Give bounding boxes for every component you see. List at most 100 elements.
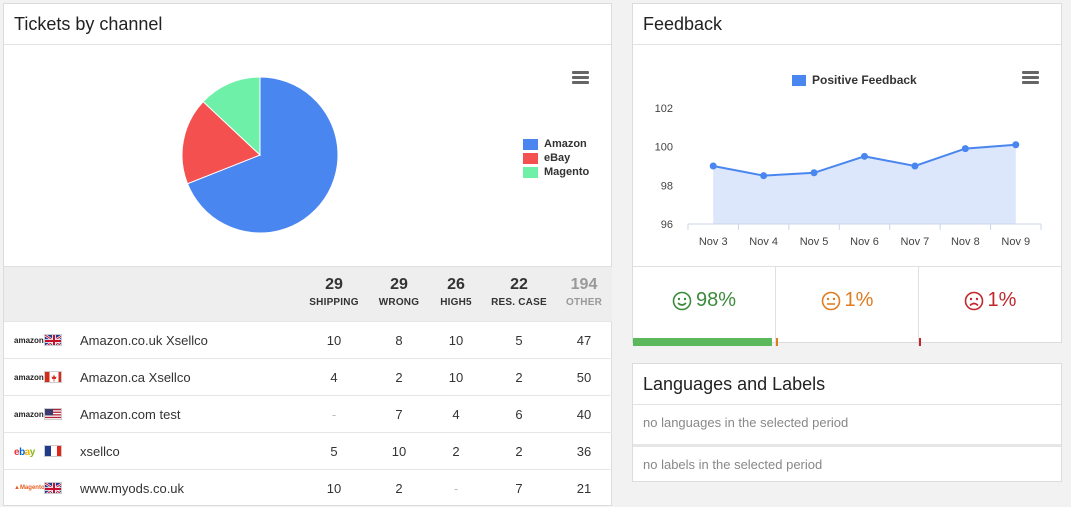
stat-value: 98% xyxy=(695,289,737,311)
stat-value: 1% xyxy=(987,289,1017,311)
data-point[interactable] xyxy=(1012,141,1020,149)
cell-value[interactable]: 4 xyxy=(330,370,338,385)
table-header: 29 SHIPPING 29 WRONG 26 HIGH5 22 RES. CASE 1… xyxy=(4,266,612,321)
table-row[interactable]: amazon Amazon.co.uk Xsellco 10 8 10 5 47 xyxy=(4,321,612,358)
table-row[interactable]: amazon Amazon.com test - 7 4 6 40 xyxy=(4,395,612,432)
cell-value[interactable]: 50 xyxy=(576,370,592,385)
smile-icon xyxy=(672,291,692,310)
cell-value[interactable]: 10 xyxy=(326,333,342,348)
menu-icon[interactable] xyxy=(1022,71,1039,84)
channel-name[interactable]: www.myods.co.uk xyxy=(80,481,185,496)
cell-value[interactable]: 4 xyxy=(452,407,460,422)
cell-value[interactable]: - xyxy=(453,481,459,496)
data-point[interactable] xyxy=(709,162,717,170)
cell-value[interactable]: 10 xyxy=(391,444,407,459)
stat-neutral: 1% xyxy=(775,266,918,346)
table-row[interactable]: amazon Amazon.ca Xsellco 4 2 10 2 50 xyxy=(4,358,612,395)
y-tick-label: 102 xyxy=(655,103,673,115)
cell-value[interactable]: 2 xyxy=(395,481,403,496)
col-high5[interactable]: 26 HIGH5 xyxy=(440,276,472,308)
frown-icon xyxy=(964,291,983,310)
panel-title: Feedback xyxy=(633,4,1061,45)
feedback-panel: Feedback Positive Feedback 96 98 100 102 Nov… xyxy=(632,3,1062,346)
panel-title: Tickets by channel xyxy=(4,4,611,45)
channel-name[interactable]: xsellco xyxy=(80,444,120,459)
stat-positive: 98% xyxy=(633,266,775,346)
data-point[interactable] xyxy=(861,152,868,160)
x-tick-label: Nov 5 xyxy=(800,236,829,248)
feedback-line-chart: 96 98 100 102 Nov 3 Nov 4 Nov 5 Nov 6 Nov 7 Nov 8… xyxy=(655,103,1042,248)
languages-empty-message: no languages in the selected period xyxy=(643,415,849,430)
cell-value[interactable]: 40 xyxy=(576,407,592,422)
cell-value[interactable]: 10 xyxy=(448,370,464,385)
cell-value[interactable]: 7 xyxy=(515,481,523,496)
y-tick-label: 98 xyxy=(661,180,673,192)
data-point[interactable] xyxy=(961,145,969,153)
stat-bar xyxy=(633,338,772,346)
col-wrong[interactable]: 29 WRONG xyxy=(378,276,420,308)
legend-ebay[interactable]: eBay xyxy=(523,152,570,164)
cell-value[interactable]: 10 xyxy=(448,333,464,348)
pie-chart xyxy=(181,76,339,234)
cell-value[interactable]: - xyxy=(331,407,337,422)
cell-value[interactable]: 2 xyxy=(515,370,523,385)
amazon-logo: amazon xyxy=(14,373,44,382)
cell-value[interactable]: 2 xyxy=(515,444,523,459)
data-point[interactable] xyxy=(760,172,768,180)
y-tick-label: 96 xyxy=(661,219,673,231)
legend-positive-feedback[interactable]: Positive Feedback xyxy=(792,73,917,87)
labels-empty-message: no labels in the selected period xyxy=(633,444,1061,480)
neutral-icon xyxy=(821,291,840,310)
x-tick-label: Nov 6 xyxy=(850,236,879,248)
languages-labels-panel: Languages and Labels no languages in the… xyxy=(632,363,1062,482)
area-fill xyxy=(713,144,1016,224)
channel-name[interactable]: Amazon.co.uk Xsellco xyxy=(80,333,208,348)
flag-us-icon xyxy=(44,408,62,420)
x-tick-label: Nov 9 xyxy=(1001,236,1030,248)
cell-value[interactable]: 21 xyxy=(576,481,592,496)
stat-bar xyxy=(776,338,778,346)
tickets-by-channel-panel: Tickets by channel Amazon eBay Magento 2… xyxy=(3,3,612,506)
data-point[interactable] xyxy=(810,169,818,177)
menu-icon[interactable] xyxy=(572,71,589,84)
cell-value[interactable]: 5 xyxy=(330,444,338,459)
pie-slice-magento[interactable] xyxy=(202,76,261,157)
legend-amazon[interactable]: Amazon xyxy=(523,138,587,150)
amazon-logo: amazon xyxy=(14,410,44,419)
magento-logo: ▲Magento xyxy=(14,485,45,491)
ebay-logo: ebay xyxy=(14,447,35,458)
stat-bar xyxy=(919,338,921,346)
pie-slice-ebay[interactable] xyxy=(181,100,261,185)
x-tick-label: Nov 8 xyxy=(951,236,980,248)
cell-value[interactable]: 36 xyxy=(576,444,592,459)
flag-uk-icon xyxy=(44,334,62,346)
pie-slice-amazon[interactable] xyxy=(186,76,339,234)
cell-value[interactable]: 8 xyxy=(395,333,403,348)
col-res-case[interactable]: 22 RES. CASE xyxy=(491,276,547,308)
y-tick-label: 100 xyxy=(655,142,673,154)
cell-value[interactable]: 2 xyxy=(452,444,460,459)
cell-value[interactable]: 2 xyxy=(395,370,403,385)
x-tick-label: Nov 7 xyxy=(901,236,930,248)
panel-title: Languages and Labels xyxy=(633,364,1061,405)
x-tick-label: Nov 3 xyxy=(699,236,728,248)
legend-magento[interactable]: Magento xyxy=(523,166,589,178)
cell-value[interactable]: 47 xyxy=(576,333,592,348)
amazon-logo: amazon xyxy=(14,336,44,345)
cell-value[interactable]: 5 xyxy=(515,333,523,348)
table-row[interactable]: ▲Magento www.myods.co.uk 10 2 - 7 21 xyxy=(4,469,612,506)
data-point[interactable] xyxy=(911,162,919,170)
col-other[interactable]: 194 OTHER xyxy=(566,276,602,308)
col-shipping[interactable]: 29 SHIPPING xyxy=(309,276,359,308)
channel-name[interactable]: Amazon.ca Xsellco xyxy=(80,370,191,385)
flag-uk-icon xyxy=(44,482,62,494)
channel-name[interactable]: Amazon.com test xyxy=(80,407,181,422)
table-row[interactable]: ebay xsellco 5 10 2 2 36 xyxy=(4,432,612,469)
x-tick-label: Nov 4 xyxy=(749,236,778,248)
stat-negative: 1% xyxy=(918,266,1061,346)
flag-fr-icon xyxy=(44,445,62,457)
cell-value[interactable]: 6 xyxy=(515,407,523,422)
stat-value: 1% xyxy=(844,289,874,311)
cell-value[interactable]: 7 xyxy=(395,407,403,422)
cell-value[interactable]: 10 xyxy=(326,481,342,496)
